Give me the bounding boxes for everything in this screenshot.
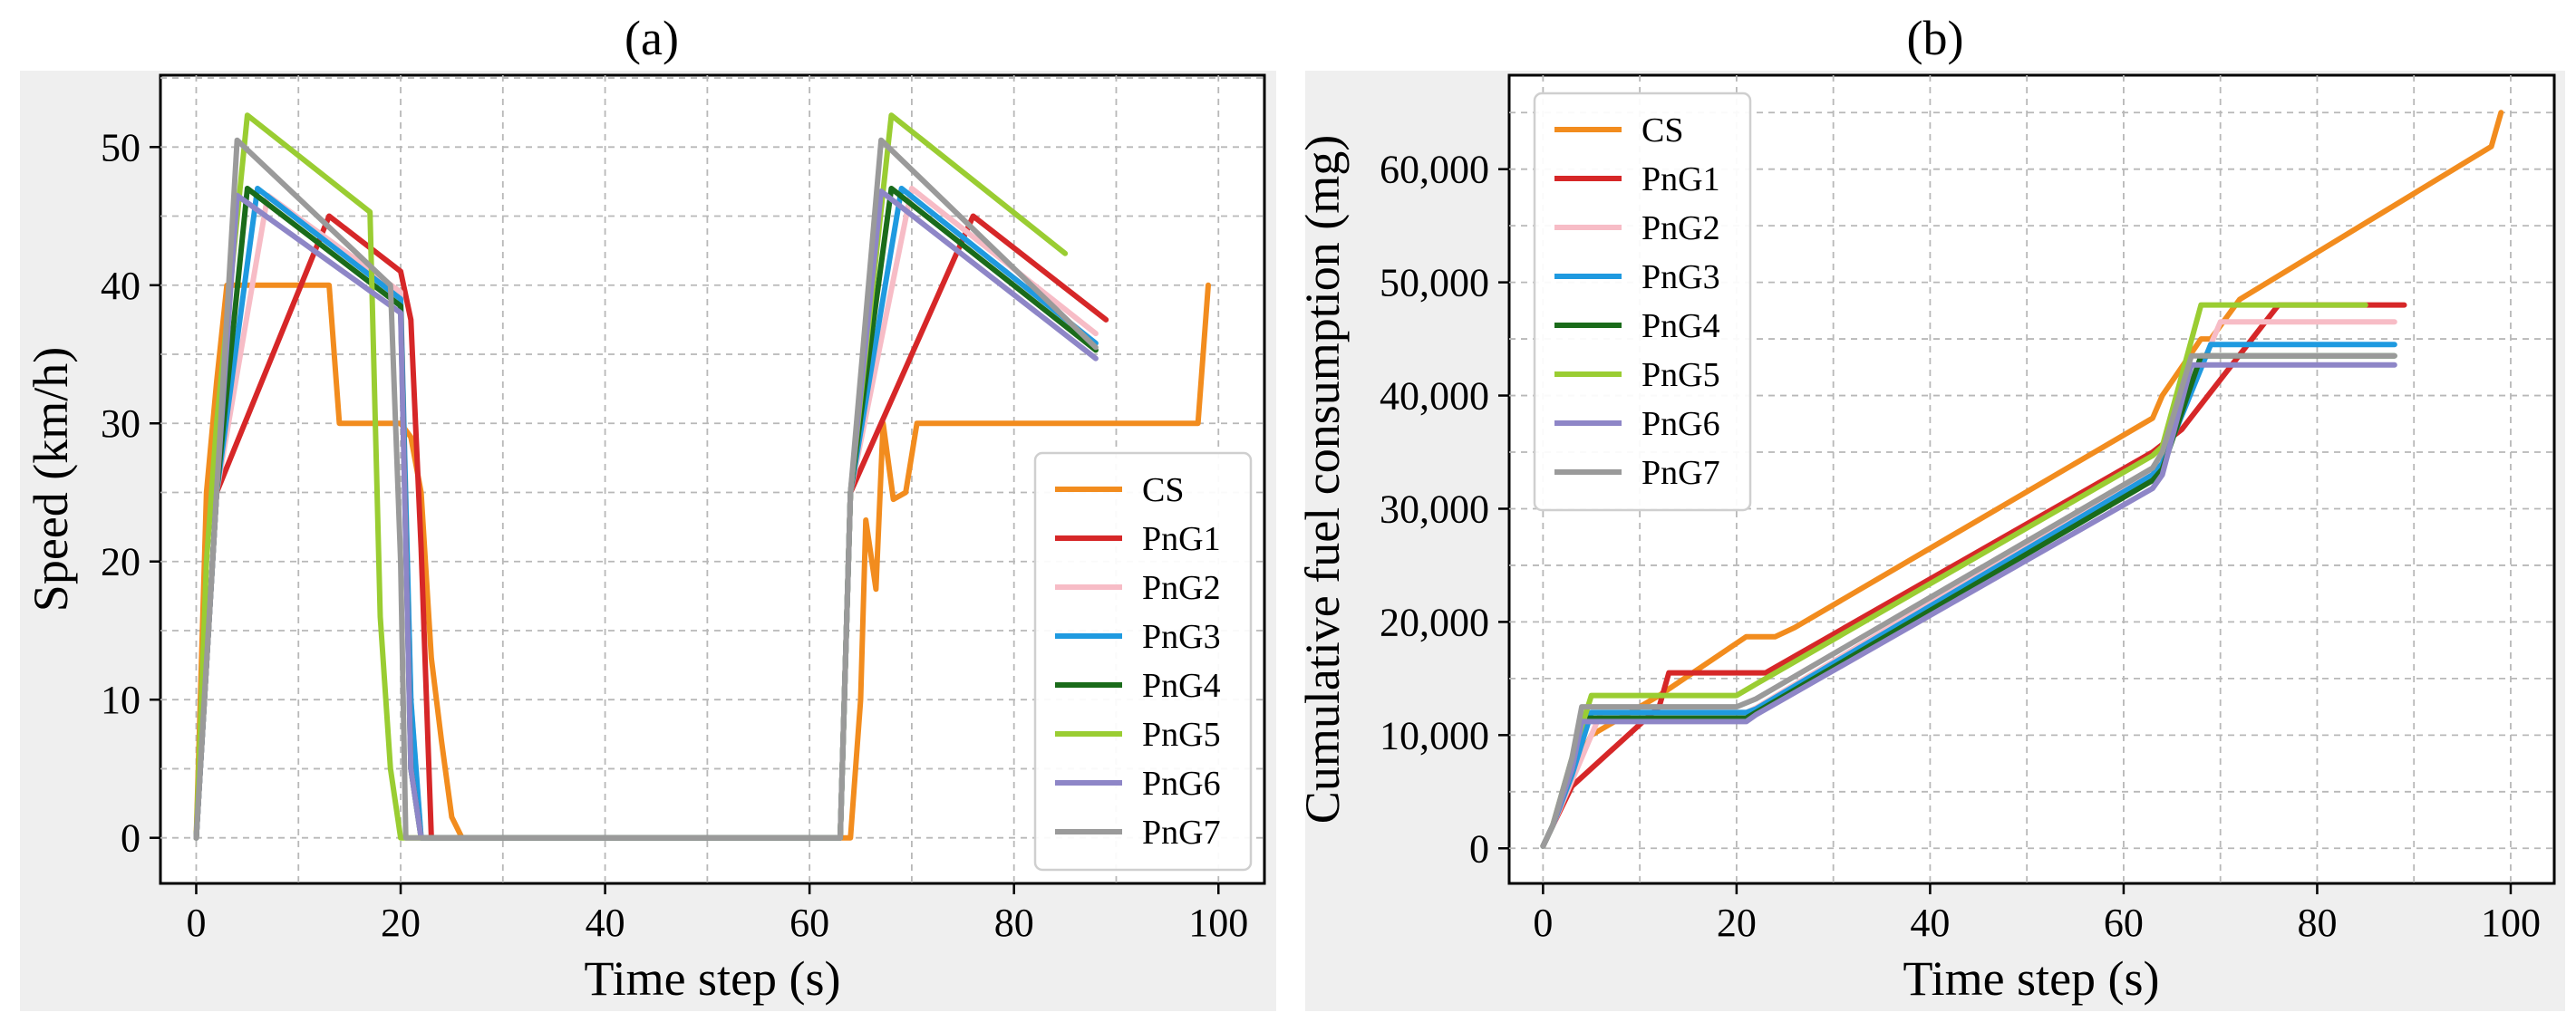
panel-b-legend-png3-label: PnG3 <box>1641 258 1720 296</box>
panel-a-series-layer <box>193 112 1211 841</box>
panel-a-grid <box>160 75 1264 883</box>
panel-b-series-layer <box>1540 110 2504 849</box>
panel-a-y-tick-label: 0 <box>121 816 140 861</box>
panel-a-x-tick-label: 0 <box>186 901 206 945</box>
panel-a-x-axis-label: Time step (s) <box>584 951 840 1006</box>
panel-a-x-tick-label: 60 <box>789 901 829 945</box>
panel-a-x-tick-label: 80 <box>994 901 1034 945</box>
panel-b-y-tick-label: 10,000 <box>1380 713 1489 757</box>
panel-b-y-axis-label: Cumulative fuel consumption (mg) <box>1295 135 1350 824</box>
panel-a-x-tick-label: 20 <box>381 901 421 945</box>
panel-a-legend-png6-label: PnG6 <box>1142 765 1221 803</box>
panel-b-legend-cs-label: CS <box>1641 111 1683 149</box>
panel-b-x-tick-label: 80 <box>2297 901 2337 945</box>
panel-b-y-tick-label: 30,000 <box>1380 487 1489 531</box>
panel-a-y-tick-label: 50 <box>101 125 140 169</box>
panel-b-legend-png2-label: PnG2 <box>1641 209 1720 247</box>
panel-a-y-tick-label: 30 <box>101 401 140 446</box>
panel-b-legend-png7-label: PnG7 <box>1641 454 1720 492</box>
panel-a-y-tick-label: 20 <box>101 540 140 584</box>
panel-b-y-tick-label: 40,000 <box>1380 374 1489 419</box>
panel-b-x-tick-label: 40 <box>1910 901 1950 945</box>
panel-a-legend-png1-label: PnG1 <box>1142 520 1221 558</box>
panel-a-series-png3-line <box>193 186 1099 841</box>
panel-b-legend-png4-label: PnG4 <box>1641 307 1720 345</box>
panel-b-legend: CS PnG1 PnG2 PnG3 PnG4 PnG5 PnG6 PnG7 <box>1533 92 1752 512</box>
panel-b-legend-box <box>1533 92 1752 512</box>
panel-a-title: (a) <box>625 11 679 65</box>
panel-b-grid <box>1509 75 2554 883</box>
panel-b-title: (b) <box>1907 11 1964 65</box>
panel-a-legend-cs-label: CS <box>1142 471 1184 509</box>
panel-a-speed-chart: 0 20 40 60 80 100 0 10 20 30 40 50 (a) Time step (s… <box>20 11 1276 1011</box>
panel-a-x-tick-label: 40 <box>586 901 625 945</box>
panel-a-y-tick-label: 10 <box>101 678 140 722</box>
panel-a-series-cs-line <box>193 282 1211 841</box>
panel-b-y-tick-label: 0 <box>1469 826 1489 871</box>
panel-a-legend-png2-label: PnG2 <box>1142 569 1221 607</box>
panel-a-legend: CS PnG1 PnG2 PnG3 PnG4 PnG5 PnG6 PnG7 <box>1033 451 1253 872</box>
panel-a-legend-png7-label: PnG7 <box>1142 814 1221 852</box>
panel-a-series-png7-line <box>193 137 1099 841</box>
panel-b-legend-png6-label: PnG6 <box>1641 405 1720 443</box>
panel-a-x-tick-label: 100 <box>1188 901 1248 945</box>
panel-a-legend-png3-label: PnG3 <box>1142 618 1221 656</box>
panel-a-ticks: 0 20 40 60 80 100 0 10 20 30 40 50 <box>101 125 1248 945</box>
panel-b-x-tick-label: 100 <box>2481 901 2541 945</box>
panel-b-y-tick-label: 60,000 <box>1380 148 1489 192</box>
panel-b-legend-png5-label: PnG5 <box>1641 356 1720 394</box>
panel-b-x-tick-label: 20 <box>1717 901 1757 945</box>
panel-a-series-png1-line <box>193 213 1109 841</box>
panel-b-y-tick-label: 20,000 <box>1380 600 1489 644</box>
panel-a-y-tick-label: 40 <box>101 264 140 308</box>
panel-b-y-tick-label: 50,000 <box>1380 261 1489 305</box>
panel-b-fuel-chart: 0 20 40 60 80 100 0 10,000 20,000 30,000 40,000 50,… <box>1295 11 2565 1011</box>
panel-a-legend-png5-label: PnG5 <box>1142 716 1221 754</box>
panel-b-x-axis-label: Time step (s) <box>1903 951 2159 1006</box>
panel-b-ticks: 0 20 40 60 80 100 0 10,000 20,000 30,000 40,000 50,… <box>1380 148 2541 945</box>
panel-b-series-png7-line <box>1540 352 2397 849</box>
panel-b-x-tick-label: 60 <box>2104 901 2144 945</box>
panel-a-legend-box <box>1033 451 1253 872</box>
panel-b-x-tick-label: 0 <box>1533 901 1553 945</box>
panel-a-y-axis-label: Speed (km/h) <box>24 347 78 612</box>
panel-b-legend-png1-label: PnG1 <box>1641 160 1720 198</box>
panel-a-legend-png4-label: PnG4 <box>1142 667 1221 705</box>
